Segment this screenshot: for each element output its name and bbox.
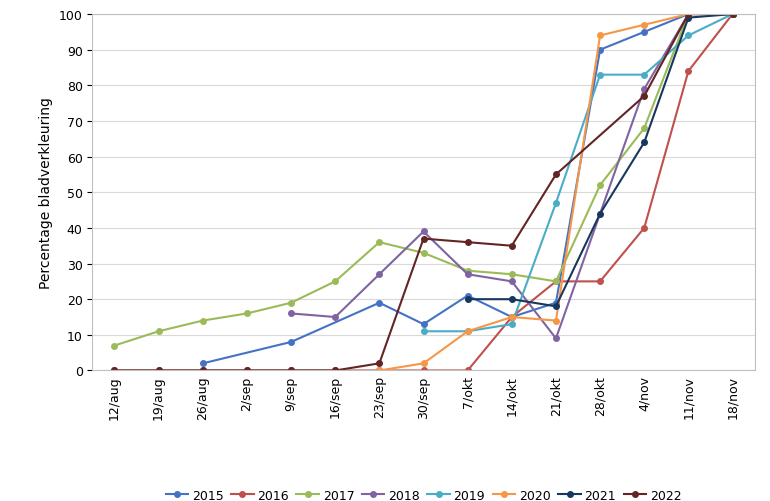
2018 (728, 12, 737, 18)
2019 (640, 73, 649, 79)
2018 (330, 315, 340, 321)
2019 (684, 34, 693, 40)
2016 (375, 368, 384, 374)
2017 (463, 268, 472, 274)
2022 (507, 243, 517, 249)
2017 (640, 126, 649, 132)
2016 (551, 279, 561, 285)
2021 (595, 211, 604, 217)
2022 (243, 368, 252, 374)
2017 (507, 272, 517, 278)
2022 (463, 239, 472, 245)
Line: 2019: 2019 (420, 12, 735, 334)
2022 (640, 94, 649, 100)
2022 (330, 368, 340, 374)
2020 (507, 315, 517, 321)
2017 (419, 250, 428, 257)
2021 (728, 12, 737, 18)
2021 (684, 16, 693, 22)
2015 (551, 300, 561, 306)
2020 (595, 34, 604, 40)
2017 (375, 239, 384, 245)
2018 (640, 87, 649, 93)
2016 (463, 368, 472, 374)
Line: 2016: 2016 (112, 12, 735, 374)
2015 (419, 322, 428, 328)
2017 (286, 300, 296, 306)
2016 (507, 315, 517, 321)
2016 (330, 368, 340, 374)
2016 (640, 225, 649, 231)
2022 (551, 172, 561, 178)
2015 (463, 293, 472, 299)
Legend: 2015, 2016, 2017, 2018, 2019, 2020, 2021, 2022: 2015, 2016, 2017, 2018, 2019, 2020, 2021… (160, 483, 687, 501)
2015 (595, 48, 604, 54)
2019 (728, 12, 737, 18)
2022 (286, 368, 296, 374)
2018 (507, 279, 517, 285)
2020 (463, 329, 472, 335)
2021 (507, 297, 517, 303)
2018 (419, 229, 428, 235)
Y-axis label: Percentage bladverkleuring: Percentage bladverkleuring (39, 97, 53, 289)
2017 (330, 279, 340, 285)
2017 (110, 343, 119, 349)
2018 (551, 336, 561, 342)
2015 (728, 12, 737, 18)
2016 (110, 368, 119, 374)
2020 (551, 318, 561, 324)
2016 (286, 368, 296, 374)
2018 (463, 272, 472, 278)
Line: 2022: 2022 (112, 12, 735, 374)
2016 (243, 368, 252, 374)
2022 (110, 368, 119, 374)
2017 (595, 183, 604, 189)
2015 (507, 315, 517, 321)
2019 (463, 329, 472, 335)
2022 (198, 368, 207, 374)
2016 (595, 279, 604, 285)
2017 (728, 12, 737, 18)
2017 (198, 318, 207, 324)
2021 (551, 304, 561, 310)
2016 (154, 368, 163, 374)
Line: 2021: 2021 (465, 12, 735, 310)
2019 (419, 329, 428, 335)
Line: 2020: 2020 (377, 12, 735, 374)
2015 (640, 30, 649, 36)
2022 (419, 236, 428, 242)
2022 (375, 361, 384, 367)
2022 (728, 12, 737, 18)
2016 (419, 368, 428, 374)
Line: 2017: 2017 (112, 12, 735, 349)
2016 (684, 69, 693, 75)
2016 (198, 368, 207, 374)
2020 (419, 361, 428, 367)
2020 (684, 12, 693, 18)
Line: 2018: 2018 (288, 12, 735, 342)
2019 (507, 322, 517, 328)
2015 (286, 339, 296, 345)
Line: 2015: 2015 (200, 12, 735, 366)
2019 (595, 73, 604, 79)
2021 (640, 140, 649, 146)
2020 (728, 12, 737, 18)
2019 (551, 200, 561, 206)
2020 (375, 368, 384, 374)
2015 (198, 361, 207, 367)
2017 (684, 12, 693, 18)
2021 (463, 297, 472, 303)
2018 (684, 12, 693, 18)
2015 (684, 12, 693, 18)
2022 (154, 368, 163, 374)
2017 (154, 329, 163, 335)
2016 (728, 12, 737, 18)
2015 (375, 300, 384, 306)
2017 (551, 279, 561, 285)
2020 (640, 23, 649, 29)
2018 (286, 311, 296, 317)
2018 (375, 272, 384, 278)
2022 (684, 12, 693, 18)
2017 (243, 311, 252, 317)
